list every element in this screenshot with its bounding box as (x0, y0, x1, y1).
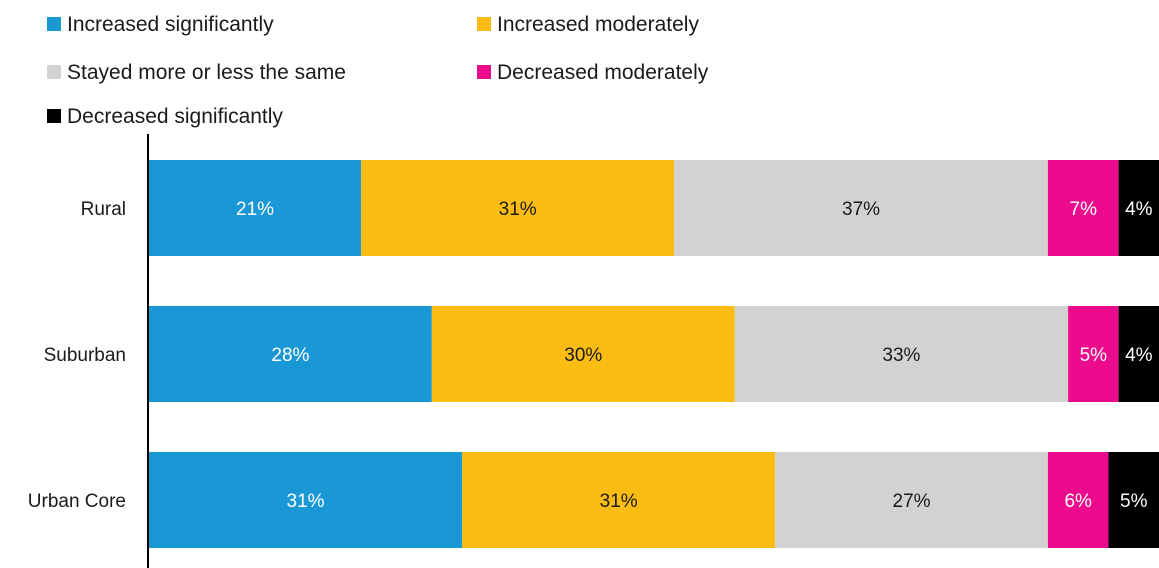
legend: Increased significantly Increased moderat… (47, 13, 709, 128)
bar-segment-1-3 (1068, 306, 1119, 402)
data-label-2-3: 6% (1064, 491, 1092, 512)
bar-segment-1-1 (431, 306, 735, 402)
bar-segment-0-0 (149, 160, 362, 256)
data-label-1-0: 28% (271, 345, 309, 366)
data-label-1-3: 5% (1080, 345, 1108, 366)
category-labels: Rural Suburban Urban Core (28, 199, 126, 512)
bar-segment-1-2 (734, 306, 1069, 402)
category-label-2: Urban Core (28, 491, 126, 512)
legend-label-0: Increased significantly (67, 13, 274, 36)
legend-label-1: Increased moderately (497, 13, 699, 36)
data-label-0-1: 31% (499, 199, 537, 220)
bars: 21% 31% 37% 7% 4% 28% 30% 33% 5% 4% 31% 31% 27% 6% 5% (149, 160, 1159, 548)
data-label-0-2: 37% (842, 199, 880, 220)
data-label-2-1: 31% (600, 491, 638, 512)
legend-label-4: Decreased significantly (67, 105, 283, 128)
data-label-1-4: 4% (1125, 345, 1153, 366)
category-label-0: Rural (81, 199, 126, 220)
bar-segment-2-2 (775, 452, 1048, 548)
data-label-0-4: 4% (1125, 199, 1153, 220)
bar-segment-0-2 (674, 160, 1048, 256)
legend-swatch-0 (47, 17, 61, 31)
data-label-2-0: 31% (287, 491, 325, 512)
legend-swatch-2 (47, 65, 61, 79)
data-label-0-0: 21% (236, 199, 274, 220)
bar-segment-2-1 (462, 452, 776, 548)
bar-segment-1-0 (149, 306, 432, 402)
legend-swatch-3 (477, 65, 491, 79)
data-label-1-1: 30% (564, 345, 602, 366)
bar-segment-2-3 (1047, 452, 1109, 548)
legend-label-2: Stayed more or less the same (67, 61, 346, 84)
bar-segment-2-0 (149, 452, 463, 548)
bar-segment-1-4 (1118, 306, 1159, 402)
legend-swatch-4 (47, 109, 61, 123)
data-label-2-2: 27% (893, 491, 931, 512)
bar-segment-2-4 (1108, 452, 1159, 548)
data-label-0-3: 7% (1070, 199, 1098, 220)
bar-segment-0-1 (361, 160, 675, 256)
bar-segment-0-3 (1047, 160, 1119, 256)
bar-segment-0-4 (1118, 160, 1159, 256)
legend-swatch-1 (477, 17, 491, 31)
data-label-2-4: 5% (1120, 491, 1148, 512)
category-label-1: Suburban (44, 345, 126, 366)
legend-label-3: Decreased moderately (497, 61, 709, 84)
data-label-1-2: 33% (882, 345, 920, 366)
